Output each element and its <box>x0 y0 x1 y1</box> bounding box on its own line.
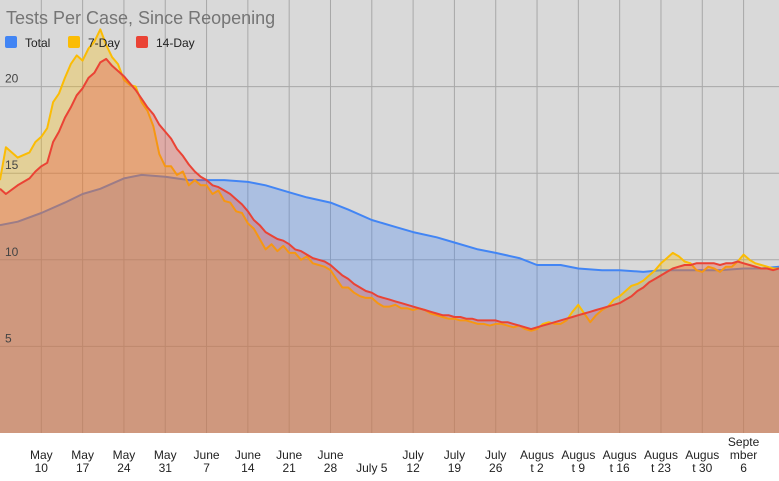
x-tick-line: Augus <box>603 448 637 462</box>
x-tick-line: 17 <box>76 461 90 475</box>
x-tick-line: June <box>317 448 343 462</box>
y-tick-label-20: 20 <box>5 72 19 86</box>
x-tick-line: t 30 <box>692 461 712 475</box>
x-axis-ticks: May10May17May24May31June7June14June21Jun… <box>30 435 760 475</box>
legend: Total 7-Day 14-Day <box>5 36 195 50</box>
legend-label-14-day: 14-Day <box>156 36 195 50</box>
x-tick-line: 14 <box>241 461 255 475</box>
series-area-total <box>0 174 779 433</box>
x-tick-label-8: July 5 <box>356 461 388 475</box>
y-tick-label-15: 15 <box>5 158 19 172</box>
x-tick-line: t 2 <box>530 461 544 475</box>
series-line-14-day[interactable] <box>0 57 779 331</box>
series-area-7-day <box>0 29 779 434</box>
x-tick-line: July <box>444 448 465 462</box>
x-tick-line: t 23 <box>651 461 671 475</box>
x-tick-line: t 9 <box>572 461 586 475</box>
x-tick-line: Augus <box>561 448 595 462</box>
x-tick-line: Augus <box>685 448 719 462</box>
x-tick-line: May <box>71 448 94 462</box>
series-areas <box>0 28 779 434</box>
legend-label-total: Total <box>25 36 50 50</box>
x-tick-line: 12 <box>406 461 420 475</box>
x-tick-line: May <box>113 448 136 462</box>
x-tick-line: 10 <box>35 461 49 475</box>
x-tick-line: June <box>235 448 261 462</box>
x-tick-line: May <box>30 448 53 462</box>
legend-item-7-day[interactable]: 7-Day <box>68 36 120 50</box>
x-tick-line: 31 <box>159 461 173 475</box>
x-tick-line: July 5 <box>356 461 388 475</box>
x-tick-line: July <box>485 448 506 462</box>
y-axis-ticks: 5 10 15 20 <box>5 72 19 346</box>
series-area-14-day <box>0 58 779 434</box>
legend-swatch-14-day <box>136 36 148 48</box>
x-tick-line: 28 <box>324 461 338 475</box>
y-tick-label-5: 5 <box>5 331 12 345</box>
x-tick-line: 26 <box>489 461 503 475</box>
x-tick-line: Augus <box>520 448 554 462</box>
x-tick-line: June <box>194 448 220 462</box>
y-tick-label-10: 10 <box>5 245 19 259</box>
x-tick-line: t 16 <box>610 461 630 475</box>
x-tick-line: 19 <box>448 461 462 475</box>
x-tick-line: Augus <box>644 448 678 462</box>
x-tick-line: 7 <box>203 461 210 475</box>
x-tick-line: 21 <box>282 461 296 475</box>
legend-item-14-day[interactable]: 14-Day <box>136 36 195 50</box>
x-tick-line: June <box>276 448 302 462</box>
legend-item-total[interactable]: Total <box>5 36 50 50</box>
legend-swatch-7-day <box>68 36 80 48</box>
x-tick-line: 24 <box>117 461 131 475</box>
chart-title: Tests Per Case, Since Reopening <box>6 8 275 28</box>
plot-area <box>0 0 779 433</box>
x-tick-line: Septe <box>728 435 760 449</box>
x-tick-line: May <box>154 448 177 462</box>
legend-label-7-day: 7-Day <box>88 36 120 50</box>
legend-swatch-total <box>5 36 17 48</box>
x-tick-line: 6 <box>740 461 747 475</box>
x-tick-line: mber <box>730 448 757 462</box>
gridlines <box>0 0 779 433</box>
x-tick-line: July <box>402 448 423 462</box>
